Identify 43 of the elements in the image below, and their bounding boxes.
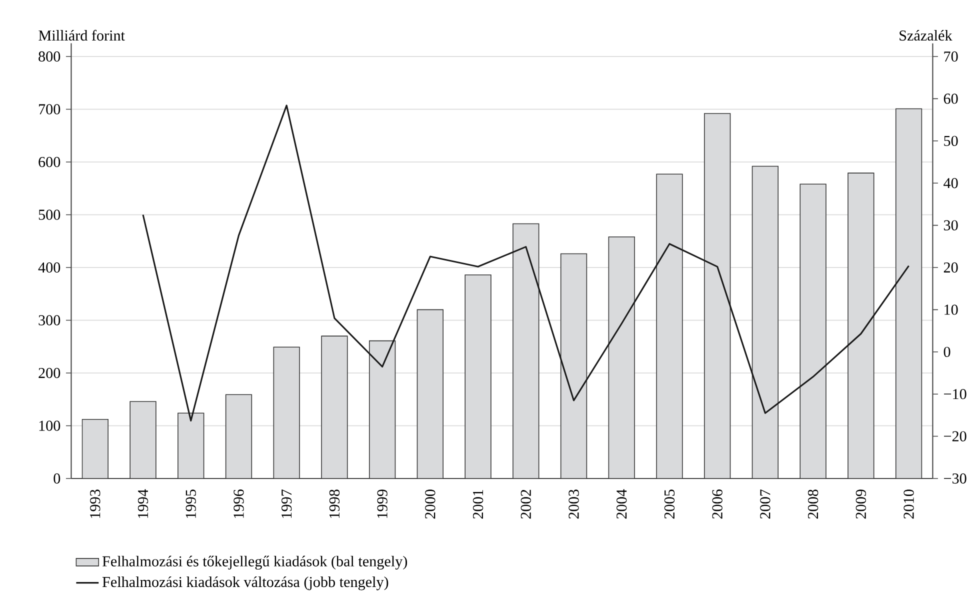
x-tick-label: 1999 (377, 489, 388, 518)
x-tick-label: 2000 (425, 489, 436, 518)
x-tick-label: 1994 (138, 489, 148, 518)
y-tick-label: 200 (38, 368, 60, 378)
x-tick-label: 2006 (712, 489, 722, 518)
line-series (142, 104, 910, 422)
y2-tick-label: −10 (944, 388, 966, 399)
x-tick-label: 2004 (616, 489, 627, 518)
y-axis-title: Milliárd forint (38, 30, 125, 40)
legend-label: Felhalmozási és tőkejellegű kiadások (bal tengely) (102, 556, 408, 570)
y2-tick-label: 10 (944, 304, 958, 315)
y-tick-label: 600 (38, 156, 60, 167)
y2-tick-label: 20 (944, 262, 958, 272)
y-tick-label: 500 (38, 209, 60, 220)
x-tick-label: 2010 (904, 489, 914, 518)
y-tick-label: 0 (54, 473, 60, 484)
x-tick-label: 1995 (186, 489, 196, 518)
y2-tick-label: 30 (944, 220, 958, 230)
y2-axis-title: Százalék (900, 30, 952, 40)
x-tick-label: 2007 (760, 489, 770, 518)
y-tick-label: 100 (39, 420, 60, 431)
y2-tick-label: −20 (944, 430, 966, 442)
x-tick-label: 2008 (808, 489, 818, 518)
y-tick-label: 700 (39, 104, 60, 114)
y-tick-label: 800 (38, 51, 60, 62)
legend-label: Felhalmozási kiadások változása (jobb tengely) (102, 576, 388, 590)
x-tick-label: 2002 (520, 490, 531, 518)
y2-tick-label: 70 (944, 51, 958, 62)
x-tick-label: 1996 (234, 489, 244, 518)
y2-tick-label: −30 (944, 473, 966, 484)
y-tick-label: 400 (38, 262, 60, 272)
y2-tick-label: 40 (944, 178, 958, 188)
x-tick-label: 2003 (568, 489, 579, 518)
y-tick-label: 300 (38, 314, 60, 326)
x-tick-label: 2009 (856, 489, 866, 518)
x-tick-label: 1998 (329, 489, 340, 518)
y2-tick-label: 60 (944, 93, 958, 104)
x-tick-label: 2005 (664, 489, 675, 518)
y2-tick-label: 0 (944, 346, 950, 357)
x-tick-label: 1997 (282, 489, 292, 518)
x-tick-label: 1993 (90, 489, 100, 518)
y2-tick-label: 50 (944, 136, 958, 146)
x-tick-label: 2001 (472, 490, 484, 518)
